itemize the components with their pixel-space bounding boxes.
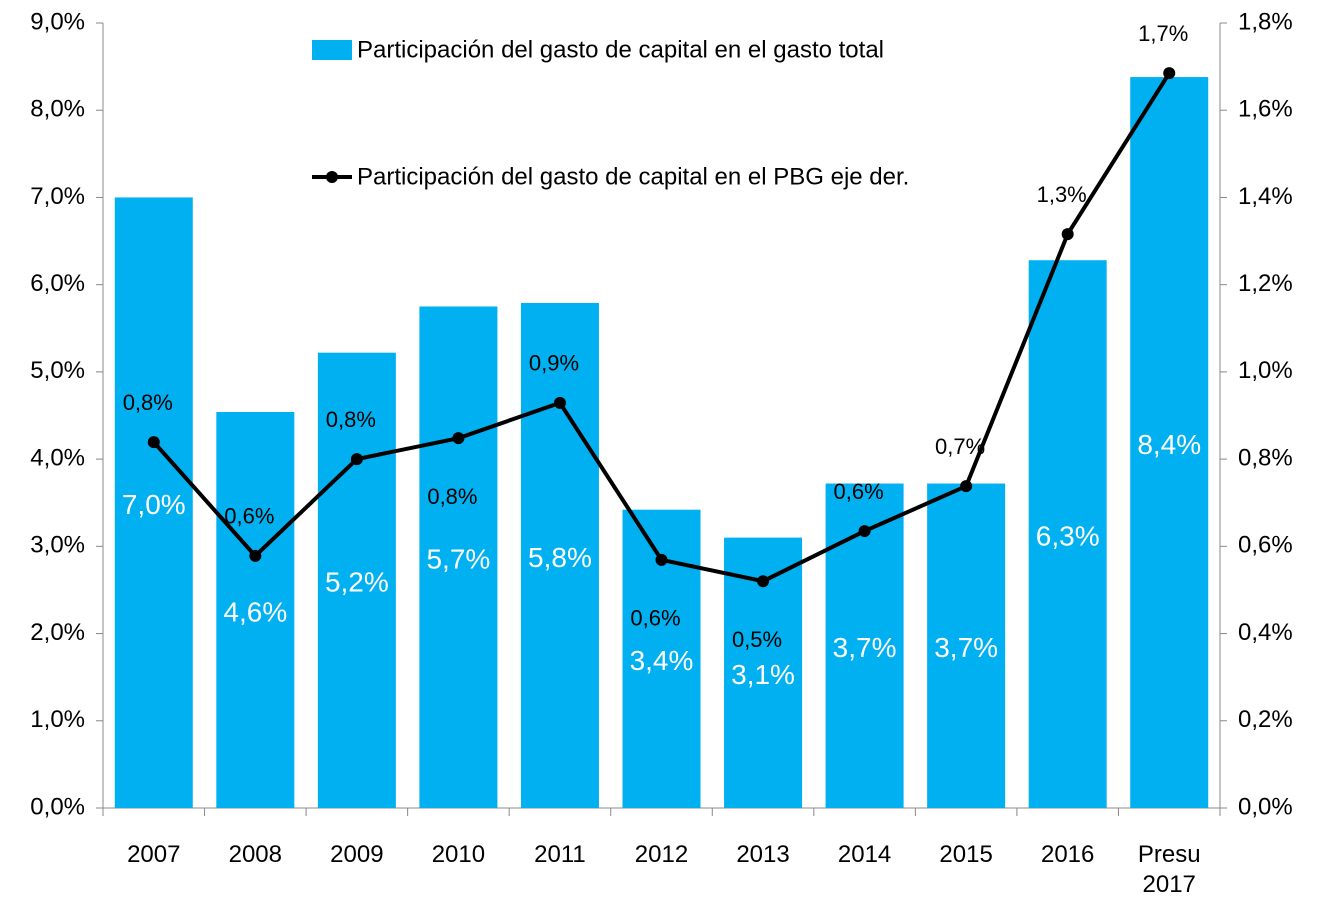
x-tick-label: 2012 (634, 841, 689, 868)
line-marker (858, 525, 871, 538)
line-marker (757, 575, 770, 588)
y2-tick-label: 1,4% (1238, 183, 1293, 210)
bar-value-label: 8,4% (1137, 429, 1201, 460)
legend-label: Participación del gasto de capital en el… (357, 163, 909, 190)
line-marker (452, 432, 465, 445)
bar-value-label: 5,2% (325, 567, 389, 598)
line (152, 72, 1171, 584)
line-marker (350, 453, 363, 466)
bar-value-label: 5,7% (426, 544, 490, 575)
x-tick-label: 2010 (431, 841, 486, 868)
legend-label: Participación del gasto de capital en el… (357, 36, 884, 63)
y-tick-label: 5,0% (30, 357, 85, 384)
line-value-label: 0,8% (123, 390, 173, 415)
x-tick-label: 2011 (534, 841, 586, 868)
bar (1028, 260, 1107, 808)
y2-tick-label: 1,2% (1238, 270, 1293, 297)
x-tick-label: 2016 (1040, 841, 1095, 868)
y2-tick-label: 1,0% (1238, 357, 1293, 384)
bar-value-label: 3,4% (630, 645, 694, 676)
line-value-label: 0,9% (529, 351, 579, 376)
y2-tick-label: 0,6% (1238, 532, 1293, 559)
line-value-label: 0,8% (326, 407, 376, 432)
x-tick-label: 2008 (228, 841, 282, 868)
y2-tick-label: 0,2% (1238, 706, 1293, 733)
bar-value-label: 3,7% (934, 632, 998, 663)
x-tick-label: 2013 (736, 841, 790, 868)
line-value-label: 0,6% (224, 504, 274, 529)
bar (927, 483, 1006, 808)
bar-value-label: 3,1% (731, 659, 795, 690)
y-tick-label: 4,0% (30, 444, 85, 471)
legend-marker (326, 171, 338, 183)
y-tick-label: 2,0% (30, 619, 85, 646)
y2-tick-label: 0,8% (1238, 444, 1293, 471)
line-value-label: 0,7% (935, 434, 985, 459)
x-tick-label: 2015 (939, 841, 993, 868)
line-marker (147, 436, 160, 449)
x-tick-label: 2014 (837, 841, 892, 868)
line-marker (655, 553, 668, 566)
bar-value-label: 6,3% (1036, 521, 1100, 552)
line-value-label: 0,5% (732, 627, 782, 652)
x-tick-label: 2007 (127, 841, 181, 868)
bar-value-label: 3,7% (833, 632, 897, 663)
legend-swatch (312, 40, 352, 60)
y-tick-label: 7,0% (30, 183, 85, 210)
bar (1130, 77, 1209, 809)
bar (317, 352, 396, 808)
y2-tick-label: 1,6% (1238, 96, 1293, 123)
x-tick-label: 2009 (330, 841, 384, 868)
y2-tick-label: 0,4% (1238, 619, 1293, 646)
y2-tick-label: 1,8% (1238, 8, 1293, 35)
line-marker (960, 480, 973, 493)
line-marker (249, 549, 262, 562)
y-tick-label: 6,0% (30, 270, 85, 297)
line-value-label: 1,7% (1138, 21, 1188, 46)
bar (419, 306, 498, 808)
line-value-label: 0,8% (427, 484, 477, 509)
bar (825, 483, 904, 808)
line-marker (1163, 67, 1176, 80)
y-tick-label: 3,0% (30, 532, 85, 559)
bar (520, 302, 599, 808)
bar-value-label: 5,8% (528, 542, 592, 573)
line-value-label: 1,3% (1037, 182, 1087, 207)
bar (114, 197, 193, 808)
y-tick-label: 0,0% (30, 793, 85, 820)
x-tick-label: Presu 2017 (1137, 841, 1201, 898)
bar-value-label: 4,6% (223, 596, 287, 627)
y-tick-label: 1,0% (30, 706, 85, 733)
bar-value-label: 7,0% (122, 489, 186, 520)
y2-tick-label: 0,0% (1238, 793, 1293, 820)
line-marker (553, 396, 566, 409)
line-marker (1061, 228, 1074, 241)
line-value-label: 0,6% (834, 479, 884, 504)
bar (216, 412, 295, 808)
y-tick-label: 8,0% (30, 96, 85, 123)
y-tick-label: 9,0% (30, 8, 85, 35)
line-value-label: 0,6% (630, 606, 680, 631)
